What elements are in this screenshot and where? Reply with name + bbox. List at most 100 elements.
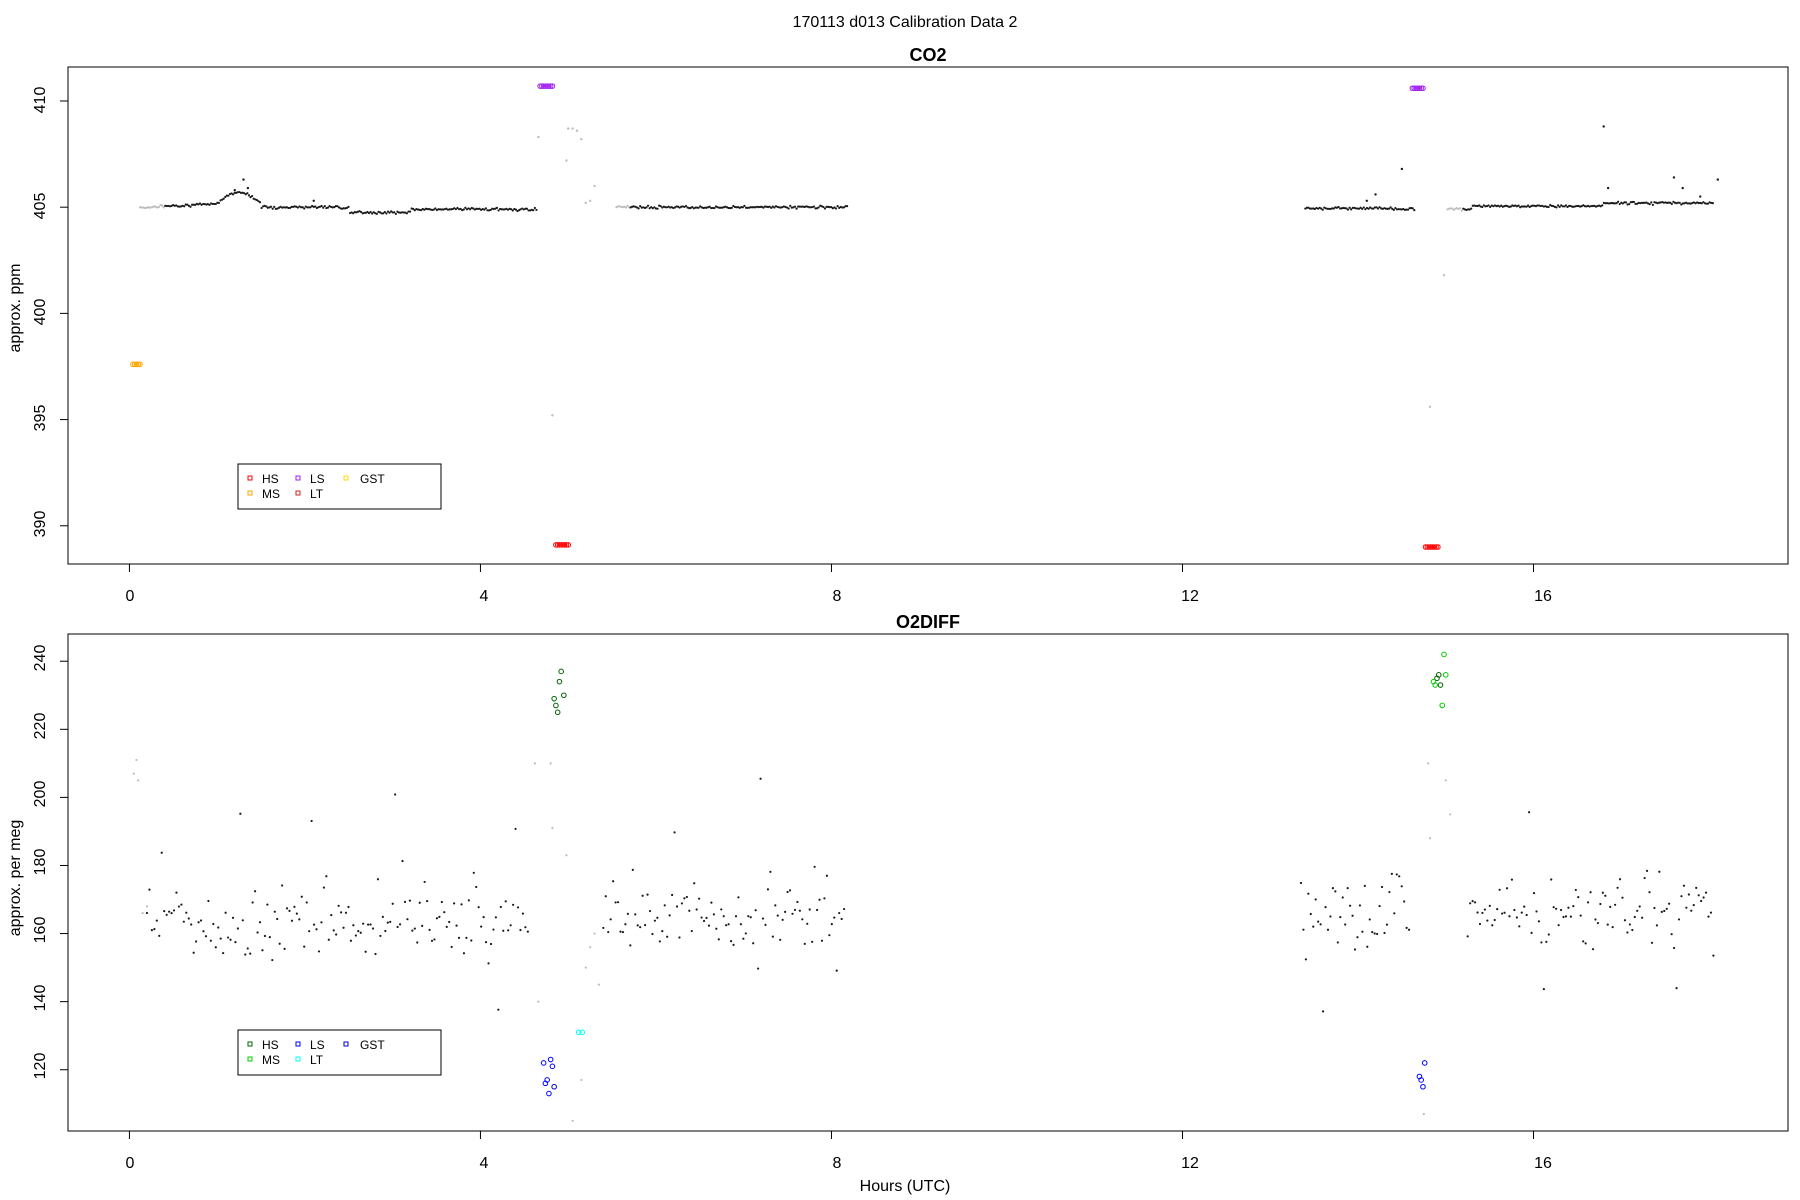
background-point: [1594, 918, 1597, 921]
background-point: [798, 909, 801, 912]
background-point: [1510, 878, 1514, 881]
data-point-ls: [1420, 85, 1426, 92]
background-point: [475, 207, 478, 210]
data-point-ls: [537, 83, 543, 89]
background-point: [497, 209, 500, 212]
background-point: [602, 926, 605, 930]
background-point: [1678, 201, 1681, 204]
background-point: [524, 207, 527, 210]
background-point: [1351, 206, 1354, 209]
data-point-ls: [549, 1063, 556, 1070]
background-point: [749, 916, 752, 919]
background-point: [448, 920, 451, 924]
background-point: [165, 204, 168, 208]
background-point: [214, 202, 217, 206]
background-point: [1599, 205, 1602, 208]
data-point-hs: [561, 542, 568, 548]
background-point: [236, 191, 239, 194]
background-point: [222, 951, 225, 955]
x-tick-label: 8: [833, 1155, 842, 1172]
background-point: [661, 930, 664, 933]
legend-label-ls: LS: [310, 1038, 325, 1052]
background-point: [260, 206, 263, 210]
background-point: [371, 927, 375, 930]
background-point: [499, 905, 502, 909]
o2diff-chart-title: O2DIFF: [896, 612, 960, 632]
background-point: [703, 206, 707, 209]
data-point-hs: [560, 542, 566, 548]
data-point-ls: [1421, 1060, 1428, 1066]
background-point: [823, 897, 826, 900]
background-point: [183, 205, 186, 208]
background-point: [326, 206, 330, 209]
background-point: [288, 909, 291, 912]
background-point: [626, 912, 629, 915]
background-point: [1312, 925, 1315, 928]
background-point: [464, 206, 467, 209]
background-point: [804, 205, 808, 208]
data-point-ls: [1413, 85, 1419, 92]
background-point: [416, 941, 419, 944]
background-point: [1493, 918, 1496, 922]
background-point: [285, 907, 289, 910]
background-point: [710, 901, 713, 904]
background-point: [815, 908, 819, 912]
background-point: [1350, 208, 1353, 211]
background-point: [830, 922, 833, 926]
co2-y-axis: 390 395 400 405 410 approx. ppm: [7, 87, 69, 537]
background-point: [1482, 204, 1485, 207]
background-point: [1304, 958, 1307, 961]
background-point: [1486, 919, 1489, 922]
background-point: [689, 206, 692, 210]
legend-label-ms: MS: [262, 1053, 280, 1067]
background-point: [1351, 914, 1354, 917]
background-point: [1487, 204, 1490, 207]
background-point: [1374, 193, 1377, 196]
background-point: [364, 950, 367, 953]
background-point: [680, 902, 684, 905]
background-point: [148, 206, 151, 209]
background-point: [453, 207, 456, 210]
legend-symbol-ls: [295, 475, 301, 481]
background-point: [160, 204, 164, 207]
co2-y-axis-label: approx. ppm: [7, 264, 24, 353]
background-point: [480, 925, 483, 928]
background-point: [276, 917, 279, 921]
background-point: [266, 903, 269, 906]
background-point: [1542, 988, 1545, 991]
background-point: [1596, 921, 1600, 925]
legend-label-gst: GST: [360, 1038, 385, 1052]
background-point: [1695, 886, 1698, 889]
background-point: [1321, 208, 1324, 211]
background-point: [158, 934, 161, 937]
background-point: [1697, 894, 1700, 897]
background-point: [675, 905, 679, 908]
background-point: [1308, 207, 1312, 210]
background-point: [403, 900, 407, 903]
background-point: [145, 911, 149, 915]
background-point: [688, 909, 691, 912]
background-point: [457, 936, 461, 939]
background-point: [412, 207, 415, 211]
background-point: [637, 207, 640, 210]
background-point: [1313, 207, 1316, 211]
background-point: [394, 212, 397, 216]
background-point: [1362, 206, 1365, 209]
background-point: [653, 919, 657, 922]
background-point: [372, 211, 375, 214]
background-point: [511, 903, 515, 906]
background-point: [1320, 207, 1323, 210]
background-point: [389, 920, 392, 923]
data-point-ls: [547, 83, 554, 89]
background-point: [1508, 915, 1511, 918]
background-point: [468, 208, 472, 211]
background-point: [287, 206, 290, 210]
data-point-ls: [1420, 1083, 1426, 1090]
background-point: [840, 917, 843, 921]
background-point: [1670, 933, 1673, 936]
x-tick-label: 0: [126, 588, 135, 605]
legend-box: [237, 1029, 442, 1076]
background-point: [743, 204, 746, 207]
background-point: [732, 204, 735, 208]
background-point: [695, 908, 698, 911]
